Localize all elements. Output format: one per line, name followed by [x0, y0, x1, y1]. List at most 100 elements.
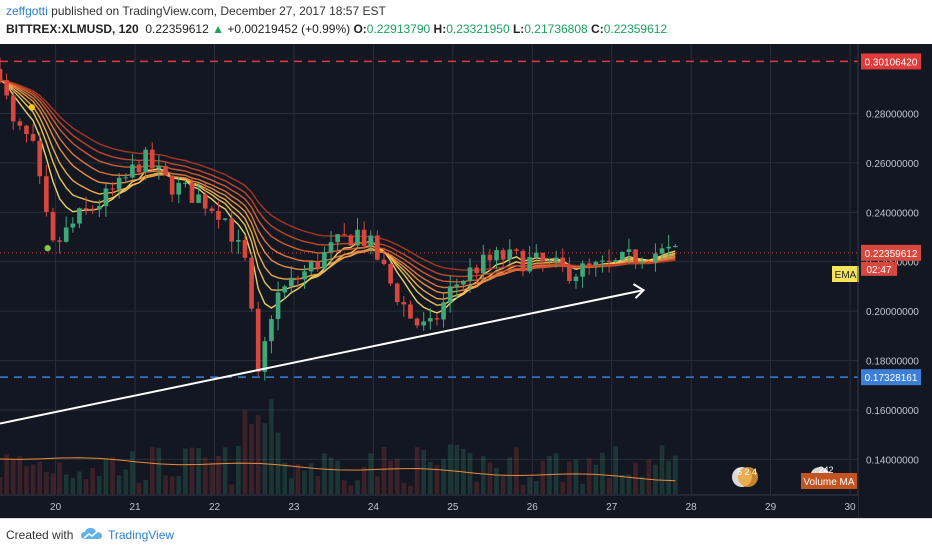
candle-body — [163, 165, 168, 176]
volume-bar — [269, 399, 274, 494]
candle-body — [202, 194, 208, 209]
candle-body — [17, 121, 23, 126]
volume-bar — [17, 456, 23, 494]
volume-bar — [494, 467, 499, 494]
volume-bar — [560, 481, 566, 494]
volume-bar — [514, 447, 519, 494]
candle-body — [560, 257, 566, 265]
candle-body — [428, 318, 433, 322]
event-badge[interactable]: 6 2 4 — [732, 467, 758, 487]
volume-bar — [441, 459, 446, 494]
volume-bar — [388, 460, 393, 494]
author-link[interactable]: zeffgotti — [6, 4, 48, 18]
candle-body — [308, 261, 314, 272]
candle-body — [341, 234, 347, 236]
event-badge-count: 242 — [818, 465, 833, 475]
x-tick-label: 20 — [50, 502, 62, 513]
change-arrow-icon: ▲ — [212, 22, 224, 36]
volume-bar — [143, 479, 148, 494]
volume-bar — [96, 476, 102, 494]
price-chart[interactable]: 6 2 4 242 Volume MA EMA 0.30106420 0.1732816… — [0, 44, 932, 518]
volume-bar — [136, 482, 142, 494]
x-tick-label: 27 — [606, 502, 618, 513]
candle-body — [606, 260, 612, 262]
candle-body — [110, 188, 115, 190]
y-tick-label: 0.28000000 — [866, 109, 919, 120]
volume-bar — [262, 423, 268, 494]
candle-body — [24, 125, 29, 135]
candle-body — [44, 176, 49, 212]
volume-bar — [77, 471, 82, 494]
candle-body — [90, 208, 96, 210]
volume-bar — [130, 451, 135, 494]
candle-body — [461, 280, 466, 285]
ohlc-line: BITTREX:XLMUSD, 120 0.22359612 ▲ +0.0021… — [6, 22, 667, 36]
candle-body — [63, 227, 69, 242]
volume-bar — [328, 457, 334, 494]
candle-body — [388, 263, 393, 284]
ema-badge — [832, 266, 859, 282]
tradingview-link[interactable]: TradingView — [108, 528, 175, 542]
volume-bar — [169, 476, 175, 494]
candle-body — [103, 188, 109, 207]
volume-bar — [421, 450, 427, 494]
low-value: 0.21736808 — [524, 22, 588, 36]
candle-body — [96, 206, 102, 210]
candle-body — [30, 134, 36, 141]
candle-body — [520, 250, 526, 272]
volume-bar — [659, 445, 665, 494]
x-tick-label: 29 — [765, 502, 777, 513]
y-tick-label: 0.24000000 — [866, 208, 919, 219]
candle-body — [580, 263, 585, 277]
volume-bar — [24, 466, 29, 494]
candle-body — [50, 211, 56, 241]
candle-body — [189, 182, 195, 203]
candle-body — [659, 248, 665, 254]
candle-body — [666, 246, 671, 249]
volume-bar — [209, 462, 215, 494]
volume-bar — [242, 410, 248, 494]
volume-bar — [434, 465, 440, 494]
volume-bar — [586, 458, 592, 494]
candle-body — [275, 292, 281, 320]
volume-bar — [216, 456, 221, 494]
x-tick-label: 30 — [844, 502, 856, 513]
volume-bar — [613, 446, 619, 494]
volume-bar — [447, 444, 453, 494]
close-label: C: — [591, 22, 604, 36]
candle-body — [441, 302, 446, 320]
candle-body — [222, 218, 228, 220]
candle-body — [229, 218, 235, 242]
volume-bar — [646, 459, 652, 494]
candle-body — [540, 252, 546, 262]
volume-bar — [348, 485, 354, 494]
volume-bar — [315, 476, 321, 494]
candle-body — [375, 235, 380, 260]
candle-body — [533, 252, 539, 258]
volume-bar — [302, 470, 307, 494]
volume-bar — [295, 464, 301, 494]
event-badge-count: 6 2 4 — [737, 467, 757, 477]
volume-bar — [202, 457, 208, 494]
tradingview-cloud-icon[interactable] — [80, 526, 104, 542]
candle-body — [600, 260, 605, 262]
volume-bar — [454, 445, 460, 494]
open-value: 0.22913790 — [366, 22, 431, 36]
candle-body — [454, 284, 460, 287]
x-tick-label: 24 — [368, 502, 380, 513]
volume-bar — [236, 445, 241, 494]
candle-body — [255, 308, 261, 372]
volume-bar — [275, 432, 281, 494]
volume-bar — [163, 475, 168, 494]
candle-body — [37, 140, 43, 177]
volume-bar — [70, 477, 76, 494]
last-price-label: 0.22359612 — [865, 249, 918, 260]
symbol-label: BITTREX:XLMUSD, 120 — [6, 22, 139, 36]
candle-body — [209, 208, 215, 211]
volume-bar — [368, 453, 374, 494]
candle-body — [361, 229, 367, 246]
candle-body — [322, 252, 327, 269]
volume-bar — [401, 482, 407, 494]
candle-body — [136, 164, 142, 173]
chart-area[interactable]: 6 2 4 242 Volume MA EMA 0.30106420 0.1732816… — [0, 44, 932, 518]
